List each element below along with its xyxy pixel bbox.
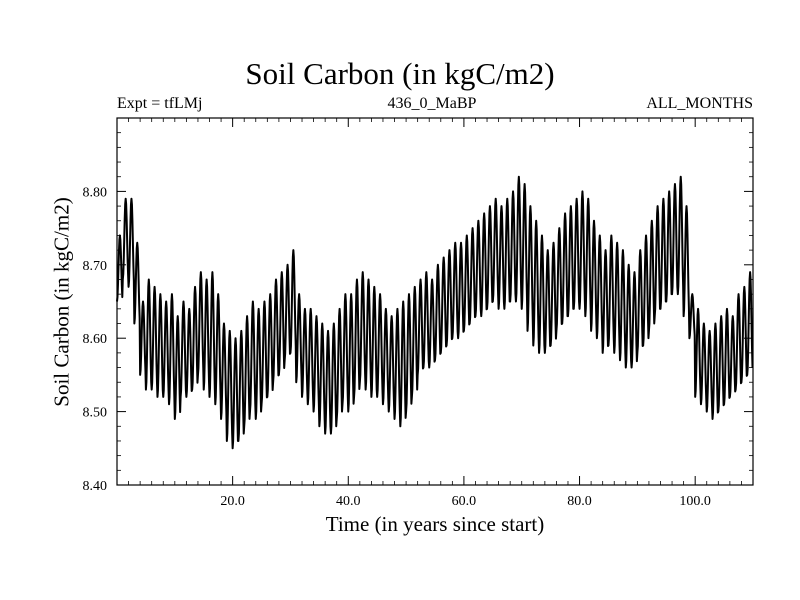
x-tick-label: 80.0 [567, 494, 592, 509]
series-line [116, 175, 754, 450]
ticks-layer: 20.0 40.0 60.0 80.0 100.0 8.40 8.50 8.60 8.70 8.8… [83, 118, 753, 509]
experiment-label: Expt = tfLMj [117, 95, 203, 112]
y-tick-label: 8.70 [83, 259, 108, 274]
x-tick-label: 20.0 [220, 494, 245, 509]
y-tick-label: 8.40 [83, 479, 108, 494]
months-label: ALL_MONTHS [646, 95, 753, 112]
series-layer [116, 175, 754, 450]
x-tick-label: 60.0 [452, 494, 477, 509]
x-tick-label: 100.0 [679, 494, 711, 509]
period-label: 436_0_MaBP [387, 95, 477, 112]
y-tick-label: 8.80 [83, 185, 108, 200]
plot-frame [116, 117, 754, 486]
x-axis-label: Time (in years since start) [325, 512, 545, 536]
y-tick-label: 8.60 [83, 332, 108, 347]
x-tick-label: 40.0 [336, 494, 361, 509]
chart-title: Soil Carbon (in kgC/m2) [245, 56, 555, 91]
y-tick-label: 8.50 [83, 406, 108, 421]
